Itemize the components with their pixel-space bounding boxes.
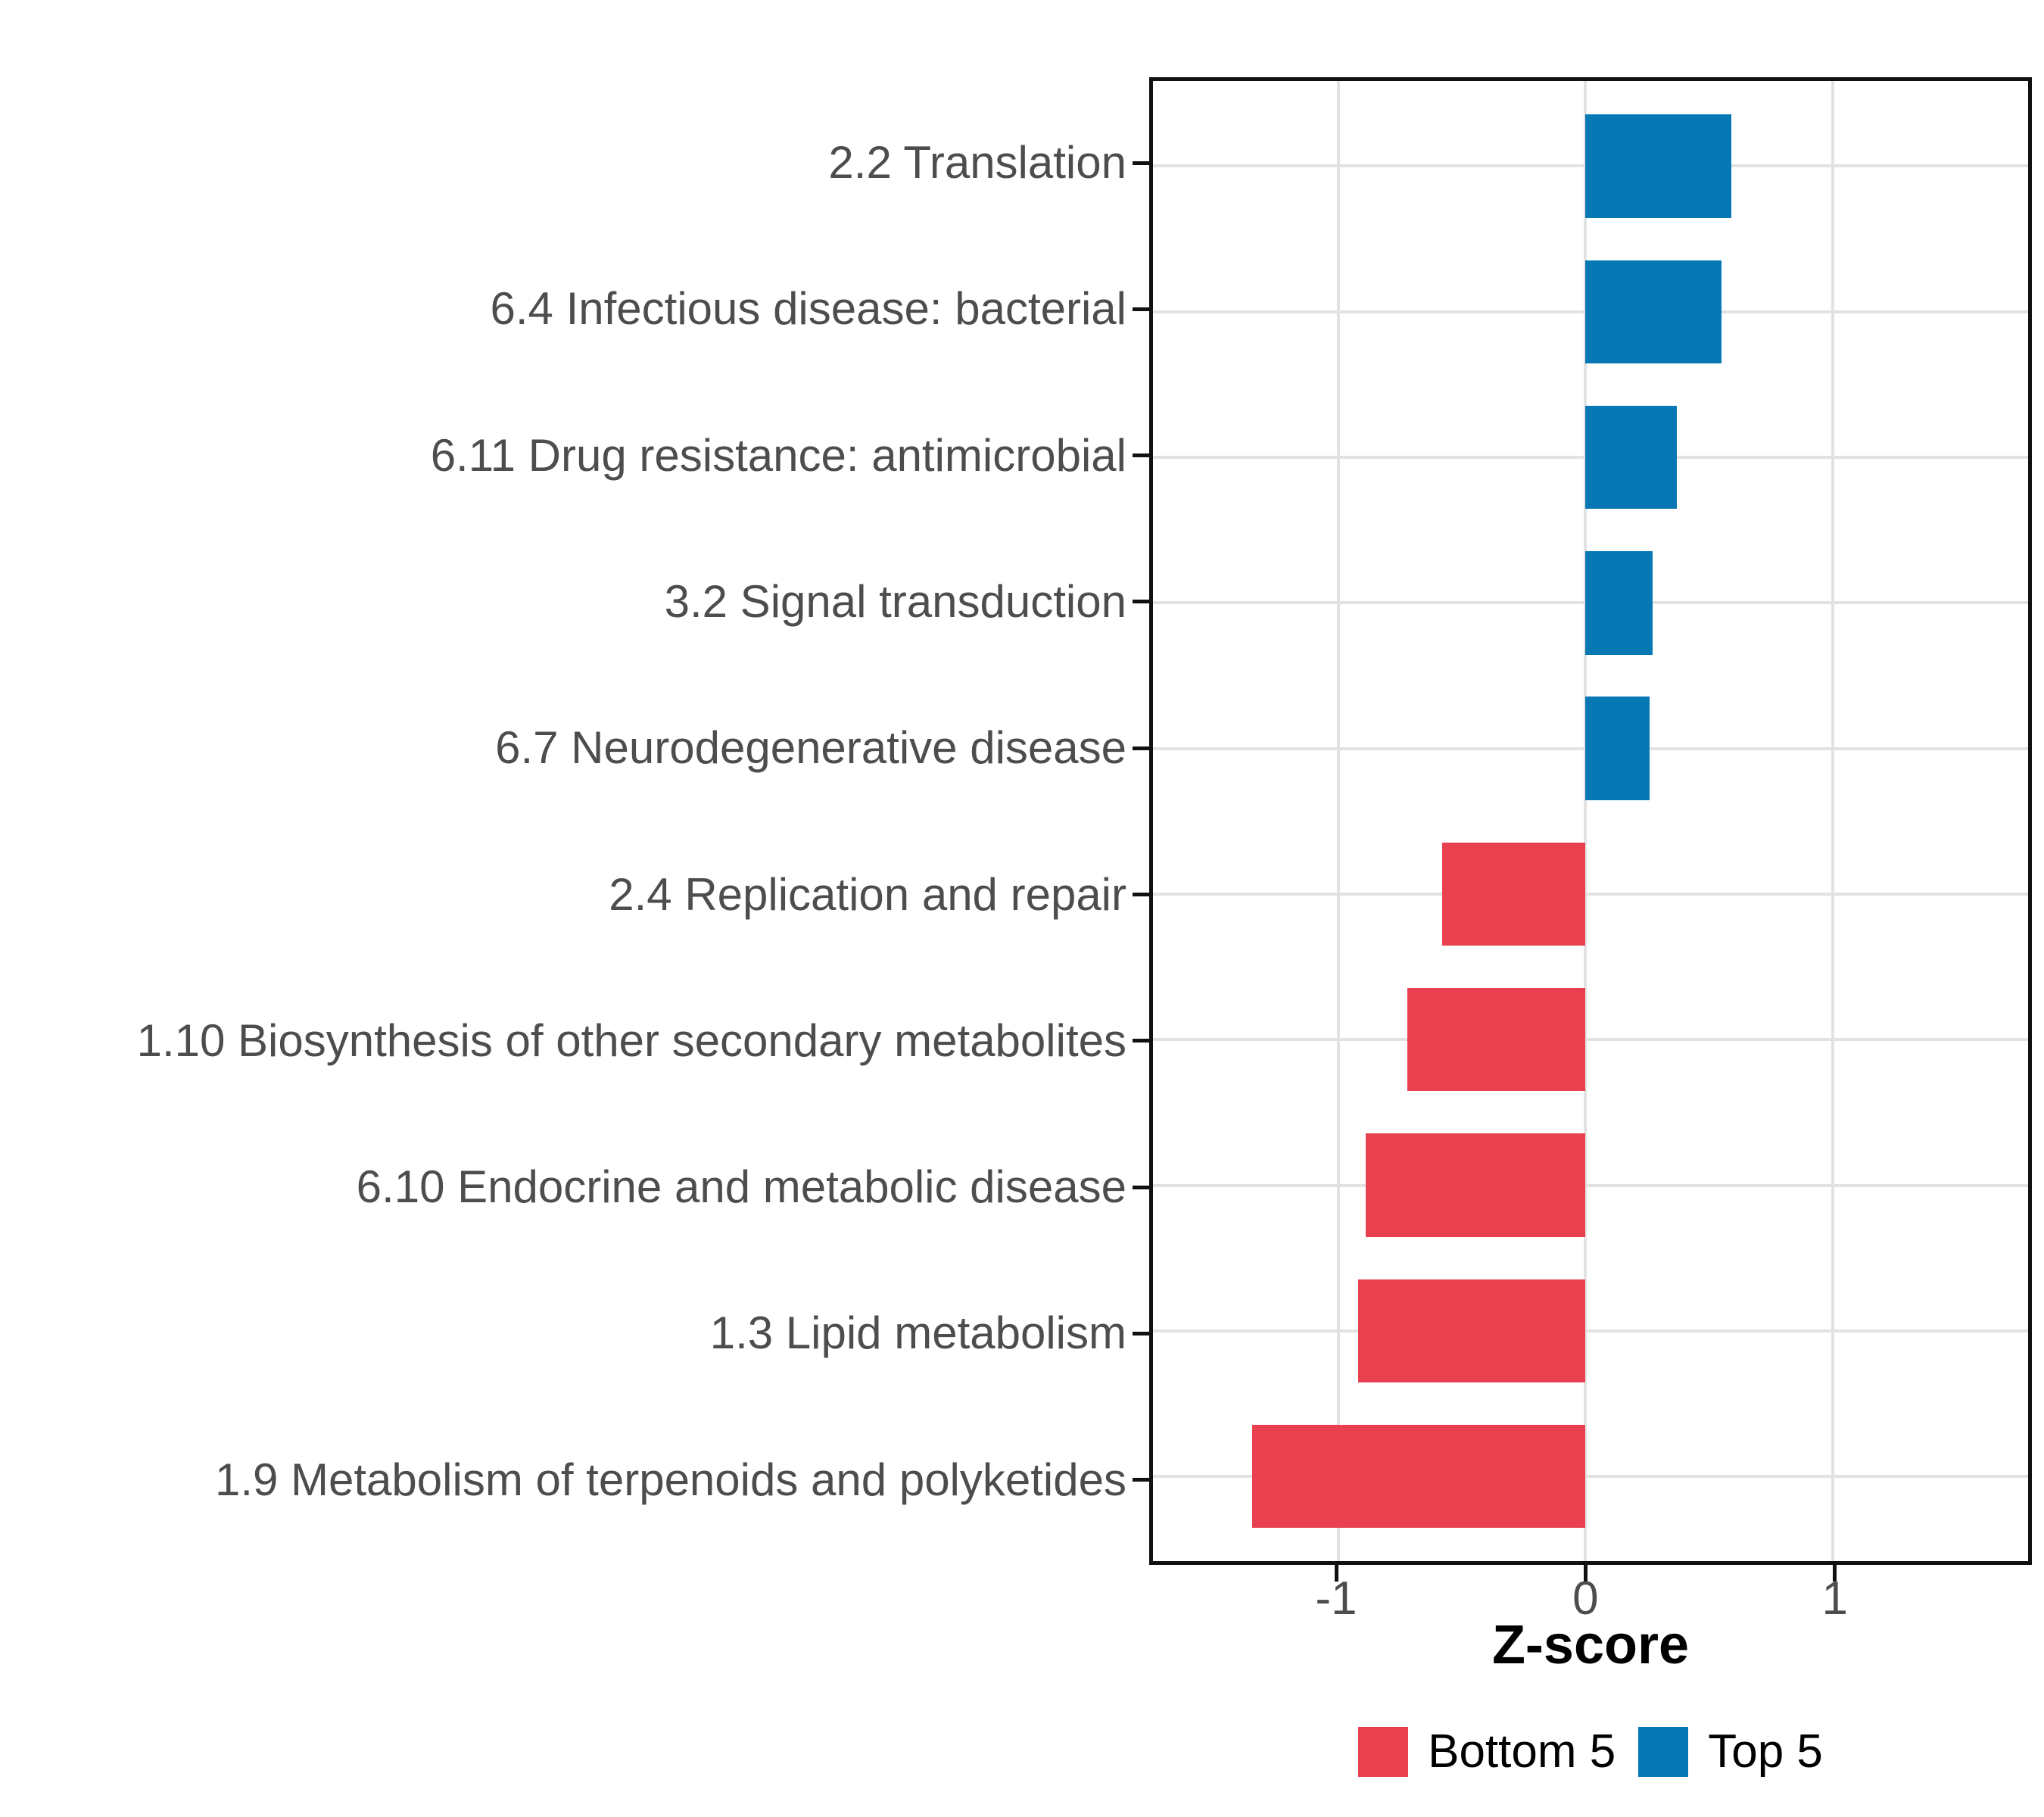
- legend-label-top5: Top 5: [1708, 1725, 1823, 1778]
- grid-line-x: [1336, 81, 1340, 1561]
- bar: [1585, 697, 1650, 800]
- x-axis-tick-label: 0: [1572, 1572, 1599, 1625]
- y-axis-tick: [1133, 307, 1149, 311]
- y-axis-tick: [1133, 1331, 1149, 1335]
- y-axis-label: 1.9 Metabolism of terpenoids and polyket…: [214, 1454, 1126, 1505]
- bar: [1585, 405, 1678, 510]
- y-axis-tick: [1133, 1039, 1149, 1043]
- x-axis-tick-label: 1: [1821, 1572, 1849, 1625]
- legend-item-bottom5: Bottom 5: [1358, 1725, 1616, 1778]
- bar: [1585, 114, 1732, 218]
- y-axis-label: 6.10 Endocrine and metabolic disease: [356, 1161, 1126, 1213]
- grid-line-x: [1584, 81, 1588, 1561]
- legend-swatch-bottom5: [1358, 1726, 1409, 1777]
- grid-line-x: [1831, 81, 1835, 1561]
- legend-label-bottom5: Bottom 5: [1428, 1725, 1616, 1778]
- bar: [1585, 551, 1653, 655]
- bar: [1442, 842, 1586, 946]
- y-axis-label: 6.7 Neurodegenerative disease: [495, 722, 1126, 774]
- legend-swatch-top5: [1638, 1726, 1689, 1777]
- y-axis-tick: [1133, 1185, 1149, 1189]
- y-axis-tick: [1133, 161, 1149, 165]
- grid-line-y: [1153, 1038, 2028, 1042]
- bar: [1585, 260, 1722, 363]
- y-axis-label: 1.3 Lipid metabolism: [709, 1307, 1126, 1359]
- y-axis-label: 3.2 Signal transduction: [664, 575, 1126, 627]
- y-axis-label: 6.4 Infectious disease: bacterial: [490, 283, 1127, 335]
- y-axis-label: 2.4 Replication and repair: [609, 868, 1126, 920]
- bar: [1407, 988, 1586, 1092]
- grid-line-y: [1153, 892, 2028, 896]
- bar: [1365, 1133, 1586, 1237]
- legend-item-top5: Top 5: [1638, 1725, 1823, 1778]
- y-axis-tick: [1133, 600, 1149, 604]
- bar: [1251, 1425, 1586, 1529]
- x-axis-title: Z-score: [1491, 1615, 1690, 1675]
- y-axis-tick: [1133, 453, 1149, 458]
- y-axis-label: 2.2 Translation: [828, 137, 1126, 188]
- x-axis-tick: [1833, 1565, 1837, 1582]
- grid-line-y: [1153, 1183, 2028, 1187]
- y-axis-tick: [1133, 746, 1149, 750]
- grid-line-y: [1153, 1475, 2028, 1479]
- legend: Bottom 5 Top 5: [1149, 1725, 2032, 1778]
- grid-line-y: [1153, 1329, 2028, 1332]
- y-axis-label: 1.10 Biosynthesis of other secondary met…: [136, 1014, 1126, 1066]
- x-axis-tick: [1334, 1565, 1338, 1582]
- x-axis-tick-label: -1: [1315, 1572, 1357, 1625]
- plot-panel: [1149, 77, 2032, 1565]
- x-axis-tick: [1583, 1565, 1588, 1582]
- y-axis-tick: [1133, 1478, 1149, 1482]
- y-axis-label: 6.11 Drug resistance: antimicrobial: [430, 429, 1126, 481]
- bar: [1358, 1279, 1586, 1383]
- y-axis-tick: [1133, 893, 1149, 896]
